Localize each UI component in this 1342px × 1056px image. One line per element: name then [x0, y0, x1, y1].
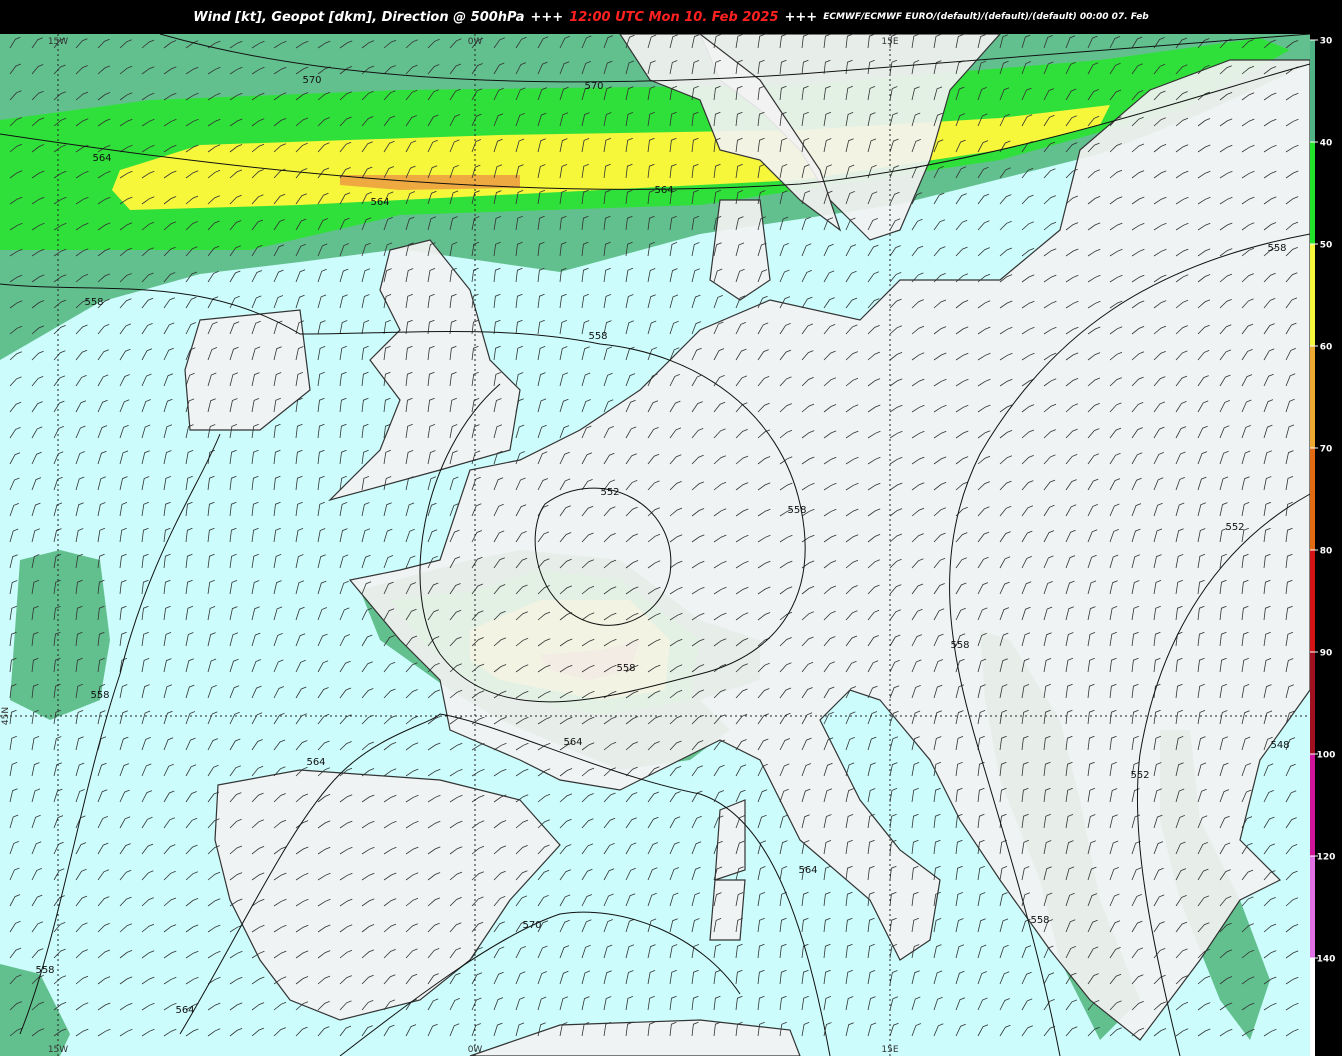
- colorbar-swatch: [1310, 856, 1315, 958]
- graticule: [0, 34, 1310, 1056]
- contour-label: 558: [90, 690, 109, 701]
- colorbar-swatch: [1310, 754, 1315, 856]
- lon-label: 15W: [48, 1045, 68, 1055]
- contour-label: 570: [522, 920, 541, 931]
- contour-label: 558: [84, 297, 103, 308]
- colorbar-label: 60: [1320, 343, 1333, 353]
- colorbar-swatch: [1310, 652, 1315, 754]
- lon-label: 15E: [881, 1045, 898, 1055]
- contour-label: 570: [584, 81, 603, 92]
- contour-label: 558: [950, 640, 969, 651]
- colorbar-label: 120: [1317, 853, 1336, 863]
- map: 570 570 564 564 564 558 558 558 552 558 558 552 564 5…: [0, 34, 1342, 1056]
- contour-label: 548: [1270, 740, 1289, 751]
- contour-label: 564: [370, 197, 389, 208]
- lon-label: 0W: [468, 1045, 483, 1055]
- contour-label: 558: [616, 663, 635, 674]
- contour-label: 558: [787, 505, 806, 516]
- header: Wind [kt], Geopot [dkm], Direction @ 500…: [0, 0, 1342, 34]
- colorbar-label: 80: [1320, 547, 1333, 557]
- title: Wind [kt], Geopot [dkm], Direction @ 500…: [193, 9, 525, 25]
- contour-label: 558: [1267, 243, 1286, 254]
- lon-label: 0W: [468, 37, 483, 47]
- colorbar-label: 90: [1320, 649, 1333, 659]
- contour-label: 558: [588, 331, 607, 342]
- contour-label: 564: [798, 865, 817, 876]
- graticule-labels: 15W 0W 15E 15W 0W 15E 45N: [1, 37, 899, 1055]
- separator: +++: [530, 9, 564, 25]
- barb-field: [9, 34, 1299, 1037]
- colorbar-swatch: [1310, 142, 1315, 244]
- colorbar-swatch: [1310, 346, 1315, 448]
- valid-time: 12:00 UTC Mon 10. Feb 2025: [569, 9, 779, 25]
- colorbar-label: 30: [1320, 37, 1333, 47]
- contour-label: 552: [600, 487, 619, 498]
- colorbar-label: 40: [1320, 139, 1333, 149]
- contour-label: 558: [1030, 915, 1049, 926]
- wind-barbs: [9, 34, 1299, 1037]
- colorbar-label: 70: [1320, 445, 1333, 455]
- contour-labels: 570 570 564 564 564 558 558 558 552 558 558 552 564 5…: [35, 75, 1289, 1016]
- contour-label: 564: [306, 757, 325, 768]
- colorbar-label: 50: [1320, 241, 1333, 251]
- colorbar-swatch: [1310, 550, 1315, 652]
- contour-label: 558: [35, 965, 54, 976]
- colorbar-swatch: [1310, 448, 1315, 550]
- colorbar-frame: [1310, 34, 1342, 1056]
- lon-label: 15W: [48, 37, 68, 47]
- contour-label: 564: [92, 153, 111, 164]
- colorbar-label: 140: [1317, 955, 1336, 965]
- contour-label: 564: [654, 185, 673, 196]
- colorbar-swatch: [1310, 244, 1315, 346]
- contour-label: 564: [563, 737, 582, 748]
- model: ECMWF/ECMWF EURO/(default)/(default)/(de…: [823, 12, 1149, 22]
- contour-label: 552: [1225, 522, 1244, 533]
- colorbar-swatch: [1310, 958, 1315, 1056]
- colorbar-swatch: [1310, 40, 1315, 142]
- contour-label: 564: [175, 1005, 194, 1016]
- colorbar-label: 100: [1317, 751, 1336, 761]
- separator: +++: [784, 9, 818, 25]
- contour-label: 552: [1130, 770, 1149, 781]
- lon-label: 15E: [881, 37, 898, 47]
- contour-label: 570: [302, 75, 321, 86]
- lat-label: 45N: [1, 707, 11, 725]
- colorbar: 30 40 50 60 70 80 90 100 120 140: [1310, 34, 1342, 1056]
